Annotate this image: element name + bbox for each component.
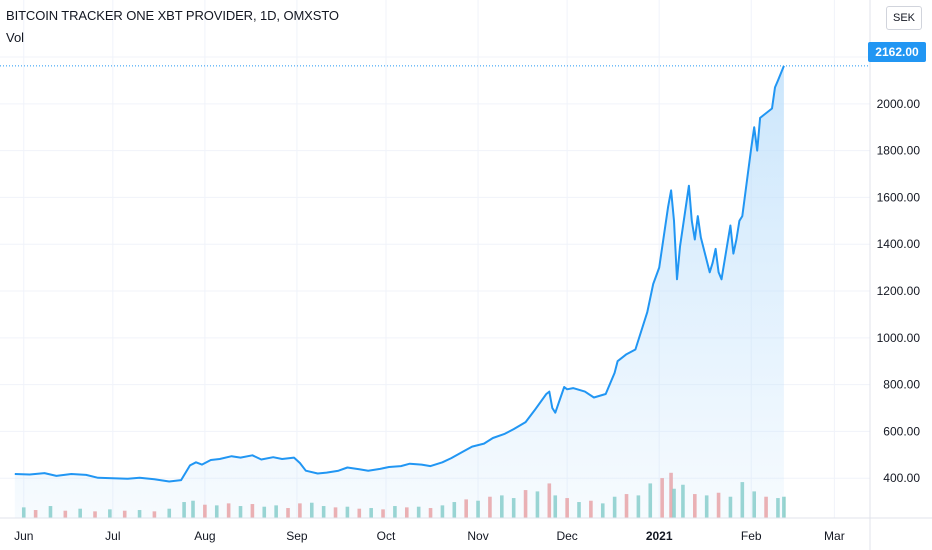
y-tick-label: 1400.00 (877, 237, 921, 251)
x-tick-label: Jul (105, 529, 120, 543)
x-tick-label: Mar (824, 529, 845, 543)
y-tick-label: 800.00 (883, 378, 920, 392)
price-area (14, 65, 784, 519)
y-tick-label: 1800.00 (877, 144, 921, 158)
y-tick-label: 1000.00 (877, 331, 921, 345)
price-line (14, 65, 785, 483)
y-tick-label: 1200.00 (877, 284, 921, 298)
volume-legend: Vol (6, 30, 25, 45)
x-tick-label: Aug (194, 529, 215, 543)
x-tick-label: Nov (467, 529, 488, 543)
x-tick-label: Jun (14, 529, 33, 543)
y-tick-label: 600.00 (883, 424, 920, 438)
y-tick-label: 1600.00 (877, 190, 921, 204)
y-tick-label: 2000.00 (877, 97, 921, 111)
x-tick-label: Sep (286, 529, 308, 543)
x-tick-label: 2021 (646, 529, 673, 543)
x-tick-label: Oct (377, 529, 396, 543)
last-price-label: 2162.00 (868, 42, 926, 62)
y-tick-label: 400.00 (883, 471, 920, 485)
currency-button[interactable]: SEK (886, 6, 922, 30)
chart-title: BITCOIN TRACKER ONE XBT PROVIDER, 1D, OM… (6, 8, 339, 23)
x-tick-label: Feb (741, 529, 762, 543)
x-tick-label: Dec (556, 529, 577, 543)
